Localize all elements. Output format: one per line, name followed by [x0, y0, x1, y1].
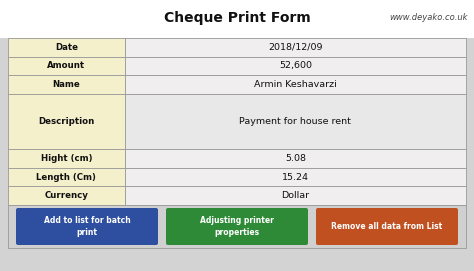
- Text: Armin Keshavarzi: Armin Keshavarzi: [254, 80, 337, 89]
- FancyBboxPatch shape: [316, 208, 458, 245]
- Text: 15.24: 15.24: [282, 173, 309, 182]
- Text: Cheque Print Form: Cheque Print Form: [164, 11, 310, 25]
- Text: www.deyako.co.uk: www.deyako.co.uk: [390, 14, 468, 22]
- Text: Payment for house rent: Payment for house rent: [239, 117, 351, 126]
- Bar: [125, 94, 466, 149]
- Bar: [125, 38, 466, 57]
- Bar: [8, 38, 125, 57]
- Bar: [8, 149, 125, 168]
- Bar: [125, 149, 466, 168]
- Text: Adjusting printer
properties: Adjusting printer properties: [200, 216, 274, 237]
- Text: Currency: Currency: [45, 191, 88, 200]
- Text: 52,600: 52,600: [279, 61, 312, 70]
- Bar: [8, 94, 125, 149]
- Bar: [8, 57, 125, 75]
- Bar: [8, 75, 125, 94]
- Text: Remove all data from List: Remove all data from List: [331, 222, 443, 231]
- Text: Date: Date: [55, 43, 78, 52]
- Bar: [8, 186, 125, 205]
- Text: Amount: Amount: [47, 61, 85, 70]
- Bar: [0, 0, 474, 38]
- Bar: [125, 75, 466, 94]
- Text: Description: Description: [38, 117, 94, 126]
- Bar: [125, 168, 466, 186]
- FancyBboxPatch shape: [16, 208, 158, 245]
- Text: Add to list for batch
print: Add to list for batch print: [44, 216, 130, 237]
- Text: Hight (cm): Hight (cm): [41, 154, 92, 163]
- Text: Name: Name: [53, 80, 80, 89]
- Text: 2018/12/09: 2018/12/09: [268, 43, 323, 52]
- Bar: [8, 205, 466, 248]
- Bar: [8, 168, 125, 186]
- Text: 5.08: 5.08: [285, 154, 306, 163]
- Bar: [125, 186, 466, 205]
- FancyBboxPatch shape: [166, 208, 308, 245]
- Text: Dollar: Dollar: [282, 191, 310, 200]
- Bar: [125, 57, 466, 75]
- Text: Length (Cm): Length (Cm): [36, 173, 96, 182]
